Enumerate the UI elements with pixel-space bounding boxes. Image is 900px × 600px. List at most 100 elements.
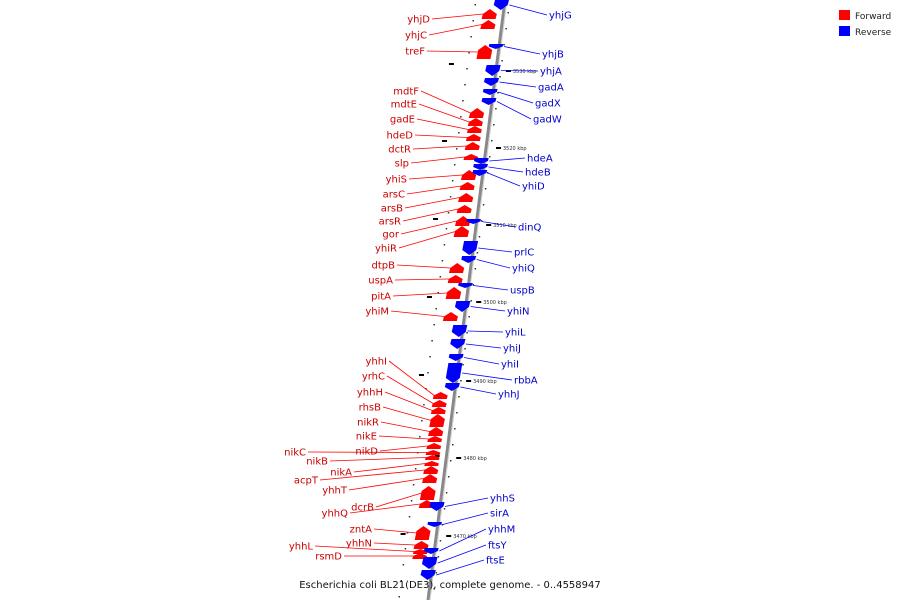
gene-arrow-yrhC[interactable] bbox=[431, 400, 447, 407]
gene-forward-rsmD[interactable] bbox=[412, 553, 428, 559]
gene-reverse-hdeB[interactable] bbox=[473, 164, 488, 170]
gene-arrow-gadA[interactable] bbox=[483, 78, 499, 86]
gene-reverse-yhiJ[interactable] bbox=[450, 339, 466, 349]
gene-arrow-yhhS[interactable] bbox=[429, 502, 445, 511]
gene-arrow-yhiI[interactable] bbox=[448, 354, 464, 361]
gene-forward-slp[interactable] bbox=[463, 154, 479, 160]
gene-forward-nikD[interactable] bbox=[426, 443, 442, 449]
gene-forward-acpT[interactable] bbox=[423, 466, 439, 474]
gene-arrow-dctR[interactable] bbox=[464, 142, 480, 150]
gene-arrow-nikR[interactable] bbox=[428, 427, 444, 436]
gene-reverse-sirA[interactable] bbox=[427, 522, 443, 527]
gene-forward-dcrB[interactable] bbox=[419, 486, 436, 500]
gene-reverse-gadX[interactable] bbox=[482, 89, 498, 95]
gene-arrow-yhiM[interactable] bbox=[442, 312, 458, 321]
gene-arrow-arsC[interactable] bbox=[459, 182, 475, 190]
gene-reverse-gadW[interactable] bbox=[481, 98, 497, 105]
gene-reverse-hdeA[interactable] bbox=[473, 158, 489, 164]
gene-forward-nikA[interactable] bbox=[424, 461, 439, 466]
gene-reverse-yhiL[interactable] bbox=[451, 325, 468, 337]
gene-arrow-yhhJ[interactable] bbox=[444, 383, 460, 391]
gene-arrow-pitA[interactable] bbox=[445, 287, 462, 299]
gene-forward-yrhC[interactable] bbox=[431, 400, 447, 407]
gene-forward-yhiR[interactable] bbox=[453, 226, 469, 237]
gene-arrow-dinQ[interactable] bbox=[466, 219, 481, 224]
gene-forward-yhhT[interactable] bbox=[422, 474, 438, 483]
gene-forward-dtpB[interactable] bbox=[448, 263, 465, 273]
gene-forward-yhhN[interactable] bbox=[413, 541, 429, 549]
gene-arrow-yhjB[interactable] bbox=[488, 44, 504, 49]
gene-arrow-yhjD[interactable] bbox=[481, 9, 497, 19]
gene-forward-arsB[interactable] bbox=[458, 193, 474, 202]
gene-arrow-prlC[interactable] bbox=[462, 241, 479, 255]
gene-forward-yhhI[interactable] bbox=[432, 392, 448, 399]
gene-arrow-ftsE[interactable] bbox=[420, 570, 436, 580]
gene-reverse-yhiI[interactable] bbox=[448, 354, 464, 361]
gene-reverse-ftsE[interactable] bbox=[420, 570, 436, 580]
gene-reverse-yhjA[interactable] bbox=[485, 65, 501, 76]
gene-arrow-yhiJ[interactable] bbox=[450, 339, 466, 349]
gene-forward-gadE[interactable] bbox=[466, 126, 482, 133]
gene-arrow-hdeB[interactable] bbox=[473, 164, 488, 170]
gene-arrow-dtpB[interactable] bbox=[448, 263, 465, 273]
gene-reverse-yhhM[interactable] bbox=[423, 548, 439, 554]
gene-arrow-nikB[interactable] bbox=[424, 455, 440, 460]
gene-arrow-gadX[interactable] bbox=[482, 89, 498, 95]
gene-reverse-yhjG[interactable] bbox=[493, 0, 509, 10]
gene-arrow-yhhM[interactable] bbox=[423, 548, 439, 554]
gene-arrow-nikD[interactable] bbox=[426, 443, 442, 449]
gene-arrow-yhhL[interactable] bbox=[412, 549, 428, 554]
gene-forward-yhhH[interactable] bbox=[430, 407, 446, 414]
gene-forward-hdeD[interactable] bbox=[465, 134, 481, 141]
gene-reverse-rbbA[interactable] bbox=[445, 363, 463, 383]
gene-arrow-gor[interactable] bbox=[454, 216, 471, 226]
gene-arrow-yhiS[interactable] bbox=[460, 170, 477, 180]
gene-forward-nikR[interactable] bbox=[428, 427, 444, 436]
gene-arrow-ftsY[interactable] bbox=[421, 557, 438, 569]
gene-reverse-uspB[interactable] bbox=[458, 283, 473, 288]
gene-arrow-yhiQ[interactable] bbox=[461, 256, 477, 263]
gene-arrow-gadW[interactable] bbox=[481, 98, 497, 105]
gene-arrow-hdeA[interactable] bbox=[473, 158, 489, 164]
gene-reverse-ftsY[interactable] bbox=[421, 557, 438, 569]
gene-reverse-yhhS[interactable] bbox=[429, 502, 445, 511]
gene-arrow-yhjA[interactable] bbox=[485, 65, 501, 76]
gene-forward-yhjC[interactable] bbox=[480, 20, 496, 29]
gene-forward-yhhL[interactable] bbox=[412, 549, 428, 554]
gene-reverse-yhiQ[interactable] bbox=[461, 256, 477, 263]
gene-arrow-yhhH[interactable] bbox=[430, 407, 446, 414]
gene-arrow-yhiD[interactable] bbox=[472, 170, 488, 176]
gene-arrow-yhiN[interactable] bbox=[454, 301, 471, 312]
gene-arrow-arsR[interactable] bbox=[456, 205, 472, 213]
gene-arrow-gadE[interactable] bbox=[466, 126, 482, 133]
gene-forward-nikB[interactable] bbox=[424, 455, 440, 460]
gene-arrow-treF[interactable] bbox=[476, 45, 493, 59]
gene-arrow-yhjC[interactable] bbox=[480, 20, 496, 29]
gene-arrow-yhiL[interactable] bbox=[451, 325, 468, 337]
gene-forward-mdtF[interactable] bbox=[468, 108, 485, 118]
gene-arrow-acpT[interactable] bbox=[423, 466, 439, 474]
gene-forward-yhiM[interactable] bbox=[442, 312, 458, 321]
gene-arrow-hdeD[interactable] bbox=[465, 134, 481, 141]
gene-forward-rhsB[interactable] bbox=[429, 414, 445, 427]
gene-reverse-yhjB[interactable] bbox=[488, 44, 504, 49]
gene-forward-yhjD[interactable] bbox=[481, 9, 497, 19]
gene-arrow-rsmD[interactable] bbox=[412, 553, 428, 559]
gene-arrow-dcrB[interactable] bbox=[419, 486, 436, 500]
gene-arrow-nikA[interactable] bbox=[424, 461, 439, 466]
gene-arrow-nikC[interactable] bbox=[425, 450, 441, 455]
gene-reverse-yhiN[interactable] bbox=[454, 301, 471, 312]
gene-arrow-yhhT[interactable] bbox=[422, 474, 438, 483]
gene-arrow-rbbA[interactable] bbox=[445, 363, 463, 383]
gene-arrow-nikE[interactable] bbox=[427, 436, 443, 442]
gene-arrow-yhhI[interactable] bbox=[432, 392, 448, 399]
gene-reverse-dinQ[interactable] bbox=[466, 219, 481, 224]
gene-forward-zntA[interactable] bbox=[414, 526, 431, 540]
gene-arrow-yhiR[interactable] bbox=[453, 226, 469, 237]
gene-arrow-uspA[interactable] bbox=[447, 275, 463, 283]
gene-reverse-prlC[interactable] bbox=[462, 241, 479, 255]
gene-forward-pitA[interactable] bbox=[445, 287, 462, 299]
gene-arrow-yhhN[interactable] bbox=[413, 541, 429, 549]
gene-arrow-slp[interactable] bbox=[463, 154, 479, 160]
gene-forward-treF[interactable] bbox=[476, 45, 493, 59]
